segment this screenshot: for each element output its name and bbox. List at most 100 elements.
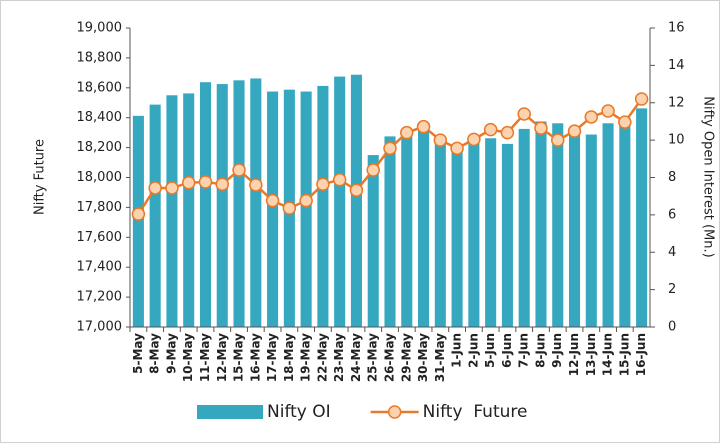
y2-tick-label: 2 — [668, 282, 676, 297]
bar — [501, 143, 513, 327]
bar — [216, 84, 228, 327]
line-marker — [500, 125, 515, 140]
line-marker — [198, 175, 213, 189]
x-tick-label: 5-Jun — [483, 333, 497, 368]
line-marker — [165, 181, 179, 195]
line-marker — [131, 207, 146, 221]
x-tick-label: 15-Jun — [617, 333, 631, 376]
bar — [300, 91, 312, 327]
bar — [418, 125, 430, 327]
line-marker — [517, 107, 531, 121]
x-tick-label: 18-May — [282, 333, 296, 382]
bar — [149, 104, 161, 328]
y-tick-label: 17,400 — [77, 260, 123, 275]
x-tick-label: 24-May — [349, 333, 363, 382]
bar — [350, 74, 362, 327]
line-marker — [215, 177, 230, 191]
x-tick-label: 19-May — [299, 333, 313, 382]
y2-tick-label: 16 — [668, 21, 685, 36]
line-marker — [299, 193, 313, 208]
y2-tick-label: 4 — [668, 245, 676, 260]
x-tick-label: 12-May — [215, 333, 229, 382]
line-marker — [550, 133, 565, 147]
x-tick-label: 9-Jun — [550, 333, 564, 368]
bar — [602, 123, 614, 328]
x-tick-label: 2-Jun — [466, 333, 480, 368]
line-marker — [282, 201, 297, 215]
line-marker — [148, 181, 162, 195]
line-marker — [467, 132, 481, 147]
line-marker — [450, 141, 464, 156]
y-tick-label: 18,200 — [77, 140, 123, 155]
x-tick-label: 9-May — [164, 333, 178, 374]
line-marker — [265, 193, 280, 208]
x-tick-label: 22-May — [315, 333, 329, 382]
bar — [619, 117, 631, 327]
x-tick-label: 13-Jun — [584, 333, 598, 376]
legend-label: Nifty OI — [267, 402, 331, 422]
legend-label: Nifty Future — [423, 402, 528, 422]
x-tick-label: 26-May — [383, 333, 397, 382]
bar — [518, 128, 530, 327]
y-tick-label: 19,000 — [77, 21, 123, 36]
bar — [183, 93, 195, 327]
y2-tick-label: 6 — [668, 207, 676, 222]
y-tick-label: 18,400 — [77, 110, 123, 125]
line-marker — [618, 115, 632, 129]
y-tick-label: 18,000 — [77, 170, 123, 185]
line-marker — [332, 172, 347, 187]
x-tick-label: 16-May — [248, 333, 262, 382]
bar — [585, 134, 597, 327]
x-tick-label: 30-May — [416, 333, 430, 382]
line-marker — [433, 133, 448, 147]
y2-tick-label: 8 — [668, 170, 676, 185]
bar — [250, 78, 262, 327]
legend-swatch — [197, 405, 263, 419]
bar — [568, 132, 581, 327]
bar — [317, 85, 329, 328]
bar — [468, 140, 480, 327]
line-marker — [349, 183, 364, 197]
bar — [166, 95, 178, 328]
bar — [485, 138, 497, 327]
y2-tick-label: 0 — [668, 320, 676, 335]
y2-tick-label: 12 — [668, 95, 685, 110]
x-tick-label: 29-May — [399, 333, 413, 382]
x-tick-label: 25-May — [366, 333, 380, 382]
line-marker — [567, 124, 582, 138]
line-marker — [584, 110, 599, 124]
x-tick-label: 17-May — [265, 333, 279, 382]
bar — [132, 115, 144, 327]
bar — [636, 108, 648, 327]
x-tick-label: 8-Jun — [533, 333, 547, 368]
x-tick-label: 6-Jun — [500, 333, 514, 368]
bar — [233, 80, 245, 327]
y2-tick-label: 14 — [668, 58, 685, 73]
line-marker — [634, 92, 649, 106]
x-tick-label: 1-Jun — [450, 333, 464, 368]
x-tick-label: 31-May — [433, 333, 447, 382]
line-marker — [534, 121, 548, 135]
line-marker — [383, 141, 397, 156]
y-axis-title: Nifty Future — [33, 139, 48, 215]
x-tick-label: 23-May — [332, 333, 346, 382]
line-marker — [181, 175, 196, 190]
y-tick-label: 17,200 — [77, 290, 123, 305]
y-tick-label: 17,000 — [77, 320, 123, 335]
line-marker — [366, 163, 380, 177]
bar — [384, 136, 396, 327]
bar — [334, 76, 346, 328]
bar — [451, 143, 463, 327]
x-tick-label: 10-May — [181, 333, 195, 382]
y-tick-label: 17,600 — [77, 230, 123, 245]
bar — [367, 155, 379, 327]
x-tick-label: 7-Jun — [517, 333, 531, 368]
x-tick-label: 5-May — [131, 333, 145, 374]
bar — [535, 121, 547, 327]
y-tick-label: 18,600 — [77, 80, 123, 95]
bar — [434, 136, 446, 327]
line-marker — [249, 178, 263, 192]
line-marker — [316, 177, 330, 191]
x-tick-label: 11-May — [198, 333, 212, 382]
